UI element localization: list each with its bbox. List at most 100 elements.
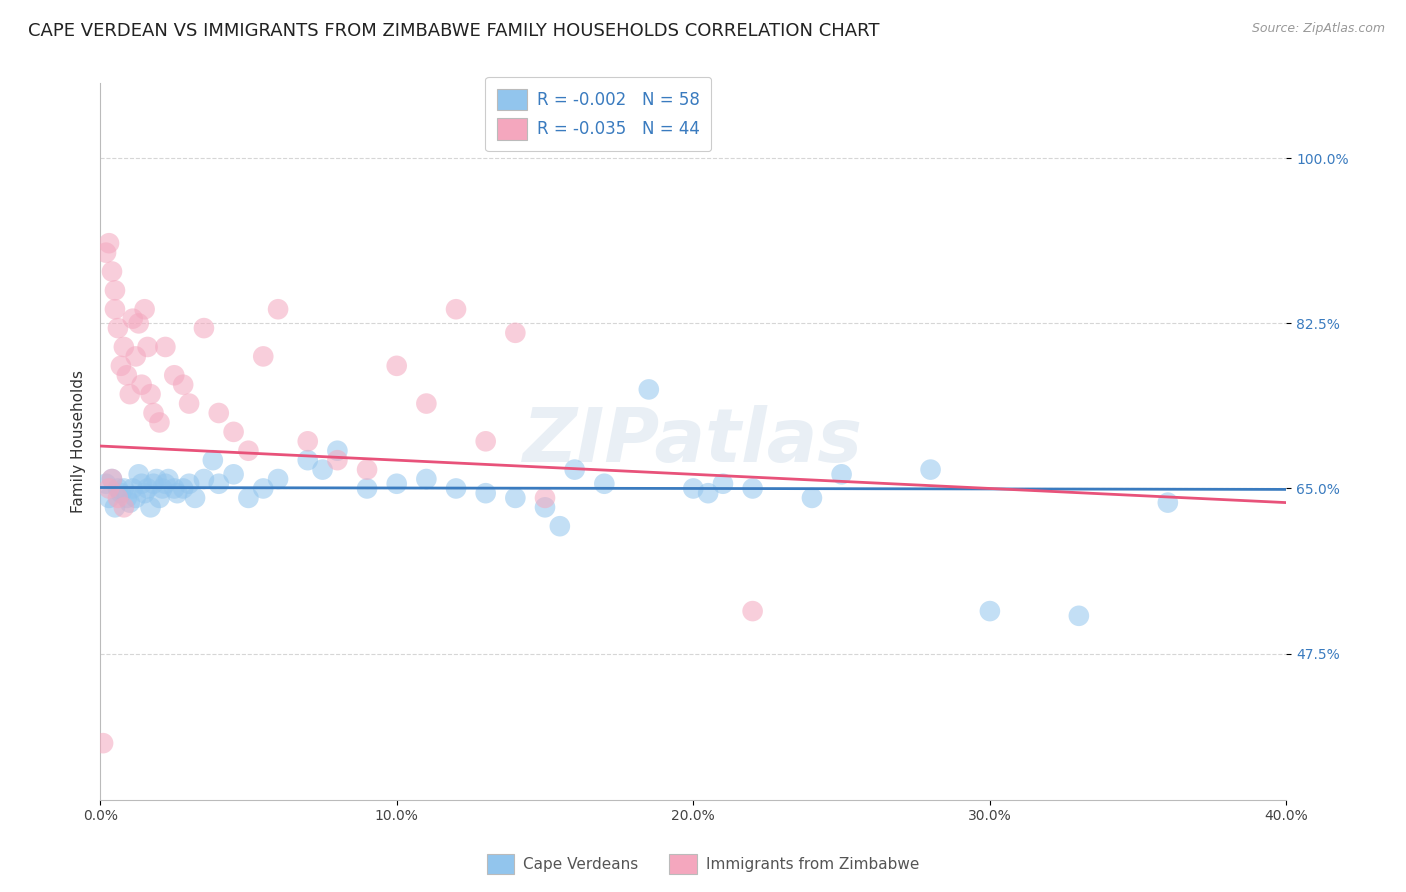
Point (741, 482, 763, 496)
Point (142, 476, 165, 491)
Point (564, 462, 586, 476)
Point (267, 302, 290, 317)
Point (166, 486, 188, 500)
Point (831, 467, 853, 482)
Point (128, 317, 150, 331)
Point (311, 462, 333, 476)
Point (98, 491, 121, 505)
Point (444, 482, 467, 496)
Point (800, 491, 823, 505)
Point (297, 434, 319, 449)
Point (326, 453, 349, 467)
Point (157, 472, 180, 486)
Point (139, 500, 162, 515)
Point (697, 486, 720, 500)
Point (415, 472, 437, 486)
Point (104, 284, 127, 298)
Text: CAPE VERDEAN VS IMMIGRANTS FROM ZIMBABWE FAMILY HOUSEHOLDS CORRELATION CHART: CAPE VERDEAN VS IMMIGRANTS FROM ZIMBABWE… (28, 22, 880, 40)
Point (112, 500, 135, 515)
Point (267, 472, 290, 486)
Point (101, 472, 124, 486)
Point (107, 491, 129, 505)
Point (222, 425, 245, 439)
Point (177, 476, 200, 491)
Point (121, 311, 143, 326)
Point (148, 491, 170, 505)
Point (172, 377, 194, 392)
Point (134, 302, 156, 317)
Point (142, 406, 165, 420)
Point (1157, 495, 1180, 509)
Point (104, 500, 127, 515)
Point (444, 302, 467, 317)
Text: ZIPatlas: ZIPatlas (523, 405, 863, 478)
Point (118, 387, 141, 401)
Point (920, 462, 942, 476)
Point (297, 453, 319, 467)
Point (238, 443, 260, 458)
Point (534, 500, 557, 515)
Point (252, 350, 274, 364)
Point (505, 326, 527, 340)
Point (155, 340, 177, 354)
Point (593, 476, 616, 491)
Point (385, 476, 408, 491)
Point (94, 476, 117, 491)
Point (534, 491, 557, 505)
Point (112, 340, 135, 354)
Point (548, 519, 571, 533)
Point (741, 604, 763, 618)
Point (326, 443, 349, 458)
Point (110, 359, 132, 373)
Point (115, 491, 138, 505)
Point (193, 472, 215, 486)
Point (177, 396, 200, 410)
Y-axis label: Family Households: Family Households (72, 370, 86, 513)
Point (148, 416, 170, 430)
Point (112, 482, 135, 496)
Point (145, 472, 167, 486)
Point (125, 350, 148, 364)
Point (131, 377, 153, 392)
Point (98, 236, 121, 251)
Point (163, 482, 186, 496)
Point (193, 321, 215, 335)
Point (172, 482, 194, 496)
Point (107, 482, 129, 496)
Point (101, 264, 124, 278)
Point (208, 476, 231, 491)
Point (682, 482, 704, 496)
Point (356, 482, 378, 496)
Point (115, 368, 138, 383)
Point (104, 302, 127, 317)
Point (136, 340, 159, 354)
Point (252, 482, 274, 496)
Point (107, 321, 129, 335)
Point (139, 387, 162, 401)
Point (201, 453, 224, 467)
Point (136, 482, 159, 496)
Point (637, 383, 659, 397)
Point (98, 482, 121, 496)
Legend: Cape Verdeans, Immigrants from Zimbabwe: Cape Verdeans, Immigrants from Zimbabwe (481, 848, 925, 880)
Legend: R = -0.002   N = 58, R = -0.035   N = 44: R = -0.002 N = 58, R = -0.035 N = 44 (485, 77, 711, 152)
Point (152, 482, 174, 496)
Text: Source: ZipAtlas.com: Source: ZipAtlas.com (1251, 22, 1385, 36)
Point (131, 476, 153, 491)
Point (208, 406, 231, 420)
Point (711, 476, 734, 491)
Point (184, 491, 207, 505)
Point (1067, 608, 1090, 623)
Point (155, 476, 177, 491)
Point (474, 434, 496, 449)
Point (110, 486, 132, 500)
Point (238, 491, 260, 505)
Point (979, 604, 1001, 618)
Point (385, 359, 408, 373)
Point (121, 482, 143, 496)
Point (222, 467, 245, 482)
Point (118, 495, 141, 509)
Point (101, 472, 124, 486)
Point (356, 462, 378, 476)
Point (125, 491, 148, 505)
